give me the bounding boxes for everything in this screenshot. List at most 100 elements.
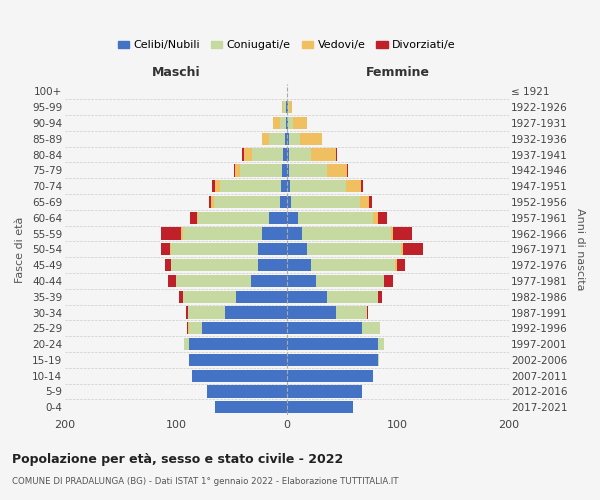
Bar (287, 212, 298, 224)
Bar (182, 228, 262, 239)
Bar (161, 228, 181, 239)
Bar (207, 386, 287, 398)
Bar (182, 290, 236, 303)
Bar (220, 180, 281, 192)
Bar (287, 290, 326, 303)
Legend: Celibi/Nubili, Coniugati/e, Vedovi/e, Divorziati/e: Celibi/Nubili, Coniugati/e, Vedovi/e, Di… (113, 36, 460, 55)
Bar (287, 338, 377, 350)
Bar (253, 148, 283, 161)
Bar (262, 228, 287, 239)
Bar (284, 132, 287, 145)
Bar (287, 354, 377, 366)
Bar (291, 196, 360, 208)
Bar (172, 259, 258, 272)
Text: Maschi: Maschi (152, 66, 200, 79)
Bar (326, 164, 347, 176)
Bar (385, 275, 393, 287)
Bar (184, 338, 189, 350)
Bar (281, 180, 287, 192)
Bar (395, 259, 397, 272)
Bar (269, 132, 284, 145)
Bar (187, 322, 188, 334)
Bar (186, 306, 188, 318)
Bar (287, 101, 288, 114)
Bar (287, 306, 335, 318)
Bar (172, 243, 258, 256)
Bar (235, 164, 240, 176)
Bar (170, 243, 172, 256)
Bar (287, 132, 289, 145)
Bar (289, 148, 311, 161)
Bar (300, 132, 322, 145)
Bar (311, 148, 335, 161)
Bar (287, 322, 362, 334)
Bar (287, 228, 302, 239)
Text: Popolazione per età, sesso e stato civile - 2022: Popolazione per età, sesso e stato civil… (12, 452, 343, 466)
Text: Femmine: Femmine (365, 66, 430, 79)
Bar (293, 117, 307, 129)
Bar (287, 275, 316, 287)
Bar (209, 196, 211, 208)
Bar (188, 306, 224, 318)
Bar (283, 148, 287, 161)
Bar (197, 212, 198, 224)
Bar (215, 180, 220, 192)
Bar (347, 164, 348, 176)
Bar (288, 101, 289, 114)
Bar (287, 148, 289, 161)
Bar (287, 164, 289, 176)
Bar (369, 196, 372, 208)
Bar (262, 132, 269, 145)
Bar (287, 180, 290, 192)
Bar (287, 117, 288, 129)
Bar (307, 243, 401, 256)
Bar (335, 306, 367, 318)
Bar (251, 275, 287, 287)
Bar (198, 212, 269, 224)
Bar (287, 259, 311, 272)
Bar (188, 322, 189, 334)
Bar (286, 101, 287, 114)
Bar (286, 117, 287, 129)
Bar (377, 212, 386, 224)
Bar (193, 370, 287, 382)
Bar (311, 259, 395, 272)
Bar (211, 196, 214, 208)
Bar (287, 243, 307, 256)
Bar (362, 322, 380, 334)
Bar (269, 212, 287, 224)
Bar (280, 196, 287, 208)
Bar (214, 196, 280, 208)
Bar (298, 212, 373, 224)
Bar (289, 101, 292, 114)
Bar (377, 354, 379, 366)
Bar (258, 259, 287, 272)
Bar (212, 180, 215, 192)
Bar (181, 228, 182, 239)
Text: COMUNE DI PRADALUNGA (BG) - Dati ISTAT 1° gennaio 2022 - Elaborazione TUTTITALIA: COMUNE DI PRADALUNGA (BG) - Dati ISTAT 1… (12, 478, 398, 486)
Bar (244, 148, 253, 161)
Bar (224, 306, 287, 318)
Bar (326, 290, 377, 303)
Bar (401, 243, 403, 256)
Bar (288, 117, 293, 129)
Bar (283, 164, 287, 176)
Bar (403, 243, 423, 256)
Bar (289, 164, 326, 176)
Bar (287, 370, 373, 382)
Bar (189, 354, 287, 366)
Bar (179, 290, 182, 303)
Y-axis label: Anni di nascita: Anni di nascita (575, 208, 585, 290)
Bar (361, 180, 363, 192)
Bar (189, 322, 202, 334)
Bar (287, 401, 353, 413)
Bar (168, 275, 176, 287)
Bar (190, 212, 197, 224)
Bar (176, 275, 251, 287)
Bar (258, 243, 287, 256)
Bar (233, 164, 235, 176)
Bar (373, 212, 377, 224)
Bar (397, 259, 406, 272)
Bar (283, 101, 286, 114)
Bar (287, 386, 362, 398)
